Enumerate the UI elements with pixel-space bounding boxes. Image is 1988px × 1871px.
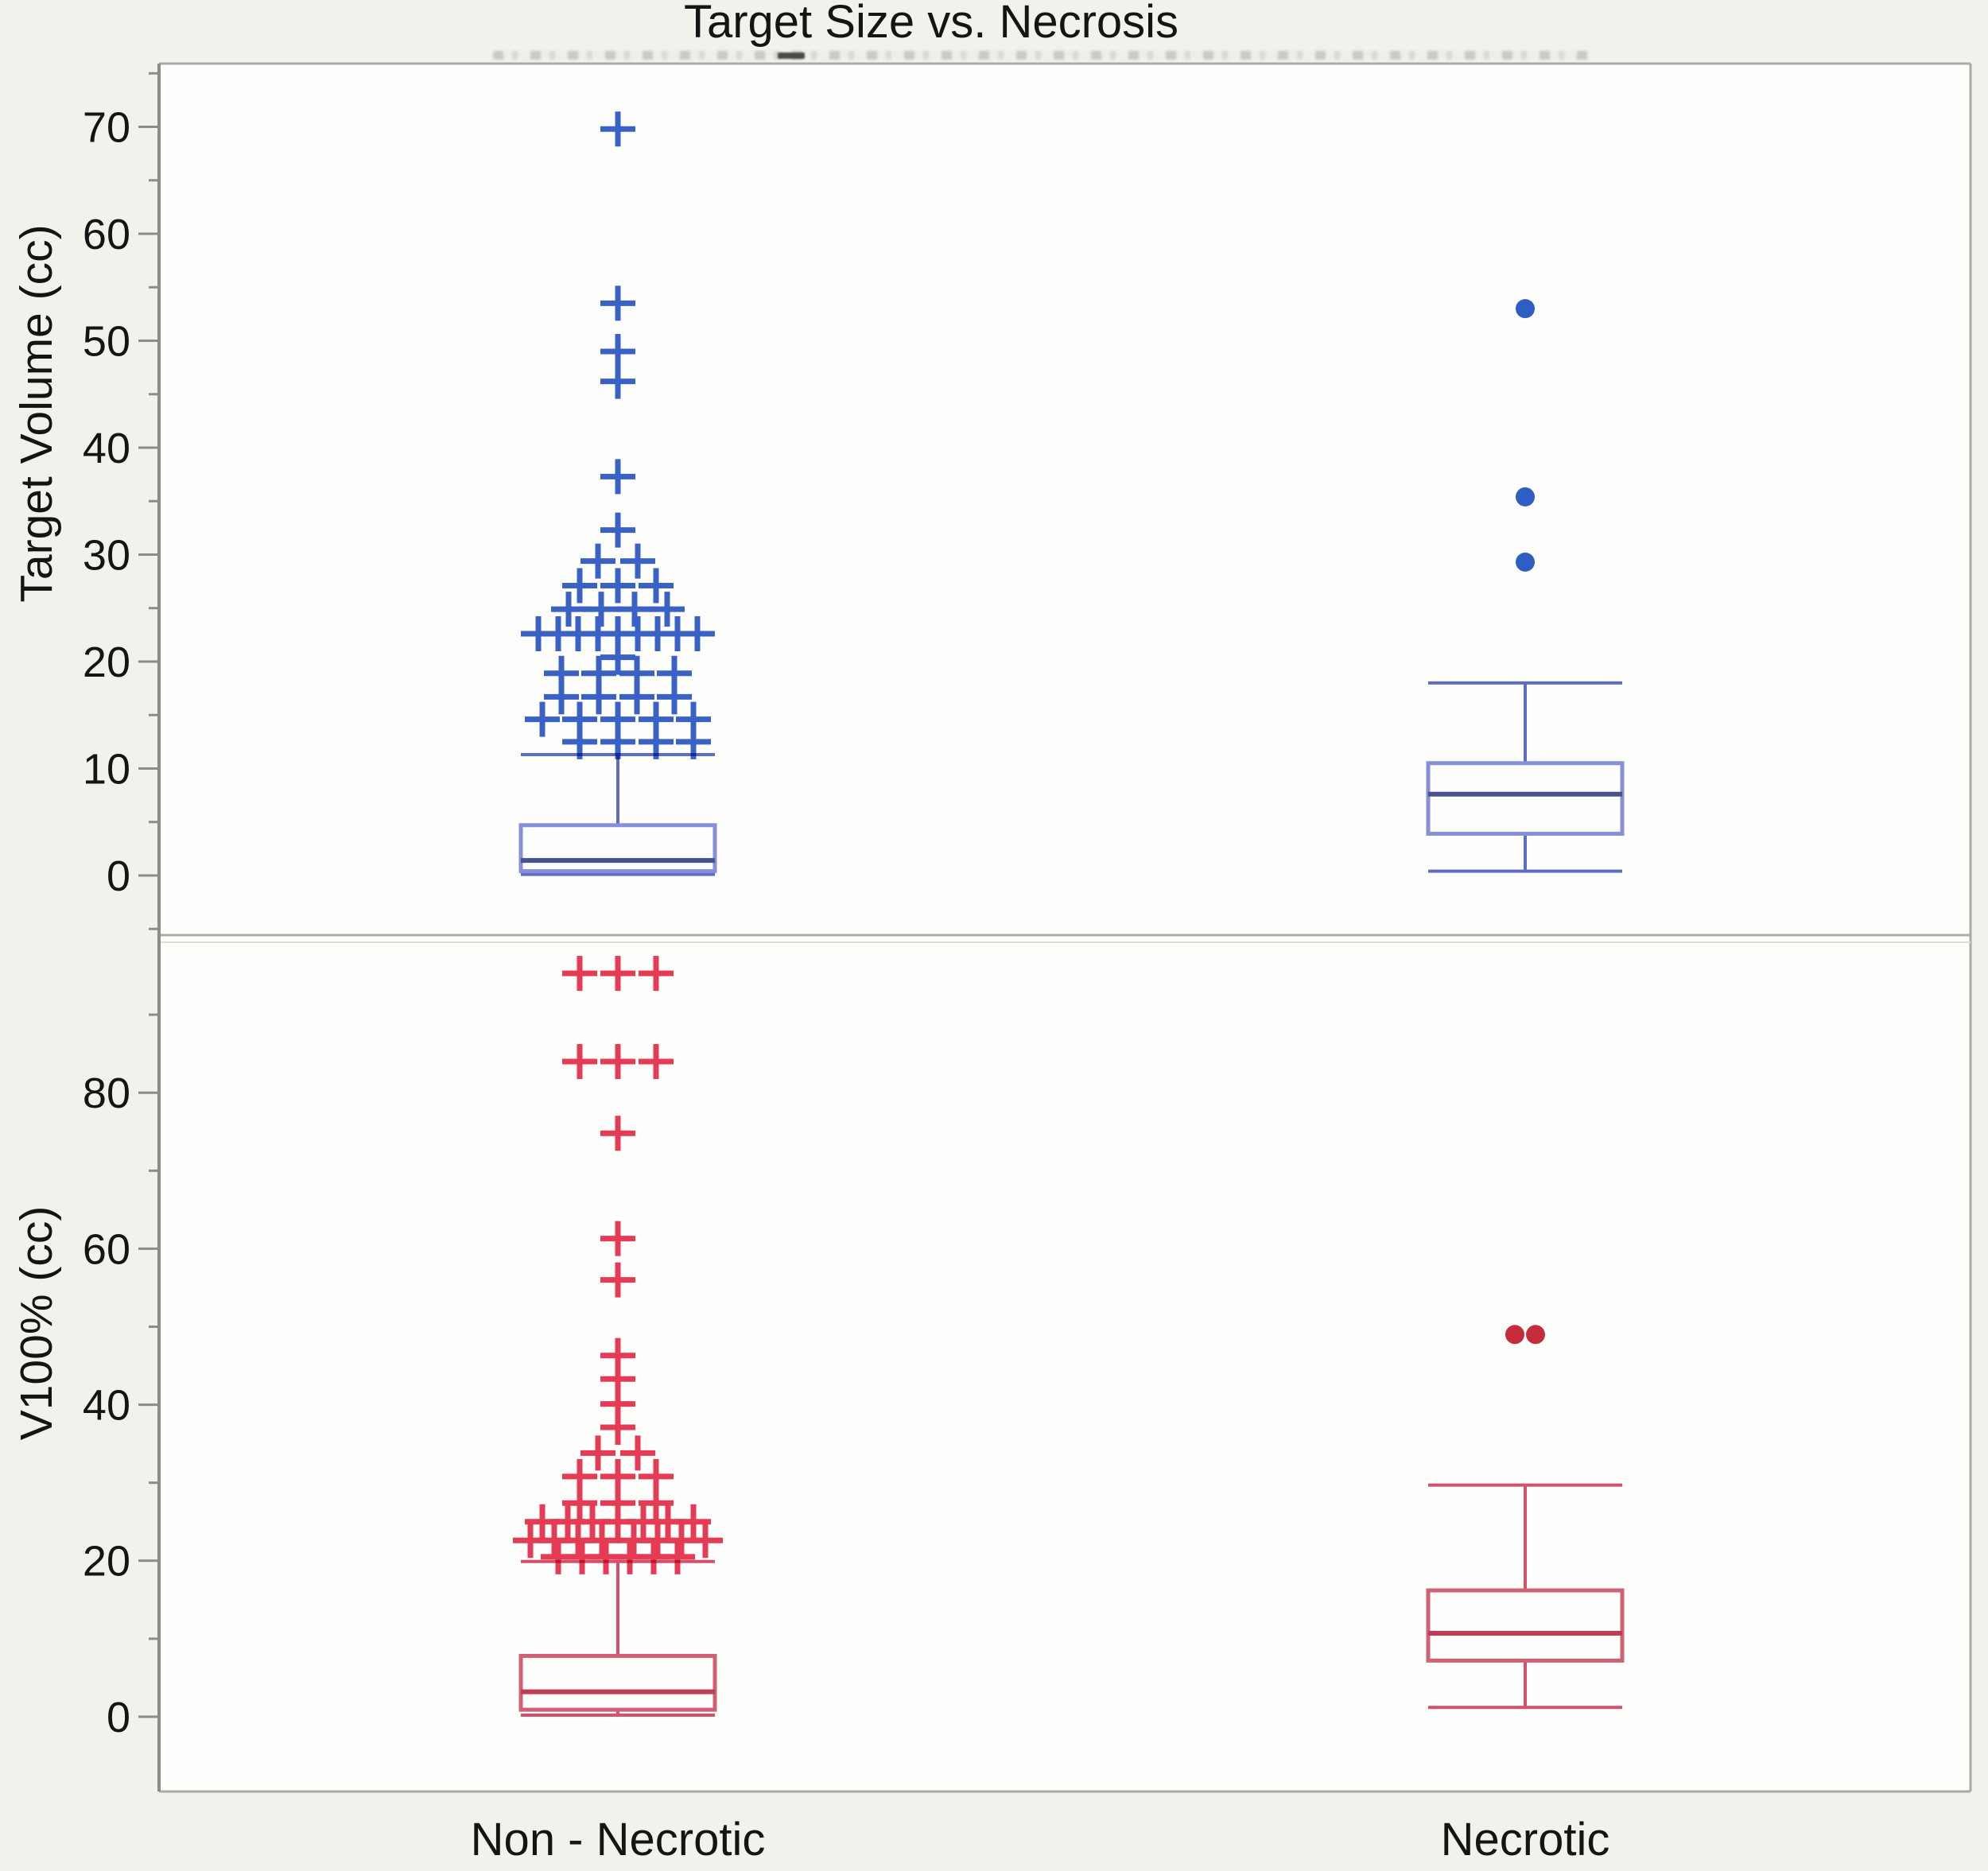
dot-marker bbox=[1516, 299, 1535, 319]
y-tick-label: 30 bbox=[83, 531, 130, 579]
plot-area bbox=[159, 64, 1971, 1791]
y-axis-title-top: Target Volume (cc) bbox=[11, 224, 62, 603]
y-tick-label: 60 bbox=[83, 211, 130, 258]
box-iqr bbox=[1426, 761, 1625, 837]
box-iqr bbox=[518, 1653, 717, 1712]
y-axis-title-bottom: V100% (cc) bbox=[11, 1205, 62, 1441]
y-tick-label: 40 bbox=[83, 1382, 130, 1430]
dot-marker bbox=[1516, 487, 1535, 507]
y-tick-label: 20 bbox=[83, 1538, 130, 1586]
y-tick-label: 60 bbox=[83, 1225, 130, 1273]
y-tick-label: 50 bbox=[83, 317, 130, 365]
chart-title: Target Size vs. Necrosis bbox=[683, 0, 1179, 48]
x-category-label-non-necrotic: Non - Necrotic bbox=[470, 1814, 766, 1865]
scatter-markers-top bbox=[521, 111, 1535, 759]
dot-marker bbox=[1505, 1325, 1524, 1345]
y-tick-label: 0 bbox=[107, 852, 130, 900]
y-tick-label: 20 bbox=[83, 639, 130, 686]
dot-marker bbox=[1516, 552, 1535, 572]
x-category-label-necrotic: Necrotic bbox=[1440, 1814, 1610, 1865]
y-tick-label: 80 bbox=[83, 1069, 130, 1117]
box-iqr bbox=[1426, 1588, 1625, 1663]
clipped-subtitle-artifact bbox=[493, 51, 1590, 60]
y-tick-label: 40 bbox=[83, 425, 130, 472]
dot-marker bbox=[1526, 1325, 1545, 1345]
y-tick-label: 10 bbox=[83, 745, 130, 793]
clipped-subtitle-artifact-dash bbox=[778, 52, 805, 59]
scatter-markers-bottom bbox=[513, 956, 1545, 1574]
y-tick-label: 70 bbox=[83, 103, 130, 151]
y-tick-label: 0 bbox=[107, 1694, 130, 1741]
box-iqr bbox=[518, 823, 717, 874]
